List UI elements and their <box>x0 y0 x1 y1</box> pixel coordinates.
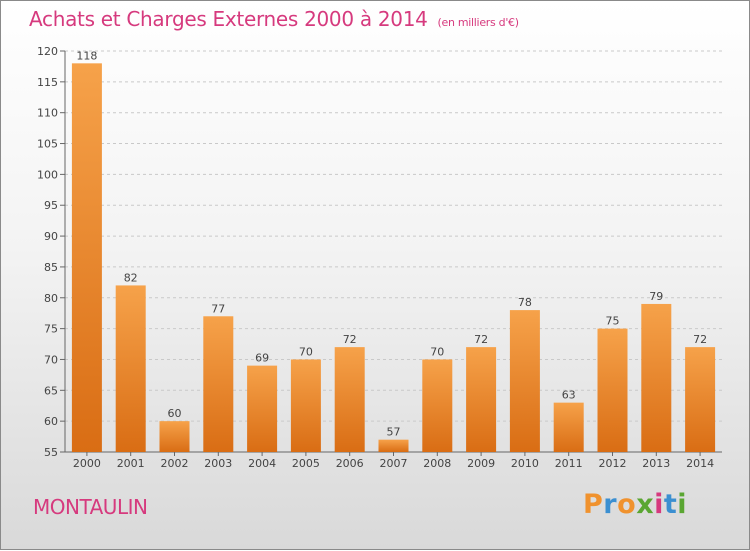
y-tick-label: 90 <box>44 230 58 243</box>
y-tick-label: 105 <box>37 138 58 151</box>
bar-2005 <box>290 359 321 452</box>
bar-2010 <box>509 310 540 452</box>
brand-letter: i <box>654 489 664 520</box>
brand-letter: P <box>583 489 604 520</box>
x-tick-label: 2010 <box>511 457 539 470</box>
y-tick-label: 85 <box>44 261 58 274</box>
title-text: Achats et Charges Externes 2000 à 2014 <box>29 7 428 31</box>
data-label: 79 <box>649 290 663 303</box>
x-tick-label: 2005 <box>292 457 320 470</box>
brand-letter: o <box>617 489 637 520</box>
bar-2004 <box>247 365 278 452</box>
bar-2011 <box>553 402 584 452</box>
x-tick-label: 2001 <box>117 457 145 470</box>
data-label: 70 <box>430 345 444 358</box>
bar-2014 <box>685 347 716 452</box>
brand-letter: x <box>636 489 655 520</box>
x-tick-label: 2007 <box>380 457 408 470</box>
bar-2013 <box>641 303 672 452</box>
x-tick-label: 2008 <box>423 457 451 470</box>
x-tick-label: 2006 <box>336 457 364 470</box>
data-label: 82 <box>124 271 138 284</box>
y-tick-label: 60 <box>44 415 58 428</box>
x-tick-label: 2013 <box>642 457 670 470</box>
data-label: 70 <box>299 345 313 358</box>
data-label: 63 <box>562 389 576 402</box>
data-label: 78 <box>518 296 532 309</box>
data-label: 72 <box>343 333 357 346</box>
y-tick-label: 120 <box>37 45 58 58</box>
bar-2006 <box>334 347 365 452</box>
chart-title: Achats et Charges Externes 2000 à 2014 (e… <box>29 7 519 31</box>
x-tick-label: 2012 <box>599 457 627 470</box>
bar-2008 <box>422 359 453 452</box>
brand-letter: t <box>663 489 678 520</box>
y-tick-label: 80 <box>44 292 58 305</box>
data-label: 57 <box>387 426 401 439</box>
x-tick-label: 2011 <box>555 457 583 470</box>
data-label: 75 <box>606 315 620 328</box>
y-tick-label: 110 <box>37 107 58 120</box>
y-tick-label: 115 <box>37 76 58 89</box>
data-label: 118 <box>76 49 97 62</box>
x-tick-label: 2000 <box>73 457 101 470</box>
x-tick-label: 2003 <box>204 457 232 470</box>
brand-letter: i <box>677 489 688 520</box>
y-tick-label: 65 <box>44 384 58 397</box>
title-unit: (en milliers d'€) <box>437 16 519 29</box>
x-tick-label: 2004 <box>248 457 276 470</box>
y-tick-label: 75 <box>44 323 58 336</box>
data-label: 60 <box>168 407 182 420</box>
bar-2002 <box>159 421 190 452</box>
y-tick-label: 95 <box>44 199 58 212</box>
data-label: 77 <box>211 302 225 315</box>
y-tick-label: 100 <box>37 168 58 181</box>
x-tick-label: 2002 <box>161 457 189 470</box>
data-label: 72 <box>474 333 488 346</box>
x-tick-label: 2009 <box>467 457 495 470</box>
brand-logo: Proxiti <box>583 489 687 520</box>
data-label: 69 <box>255 352 269 365</box>
bar-2009 <box>466 347 497 452</box>
bar-2007 <box>378 439 409 452</box>
bar-2000 <box>71 63 102 452</box>
data-label: 72 <box>693 333 707 346</box>
bar-2001 <box>115 285 146 452</box>
y-tick-label: 55 <box>44 446 58 459</box>
bar-2003 <box>203 316 234 452</box>
brand-letter: r <box>603 489 618 520</box>
bar-2012 <box>597 328 628 452</box>
y-tick-label: 70 <box>44 353 58 366</box>
x-tick-label: 2014 <box>686 457 714 470</box>
place-name: MONTAULIN <box>33 495 148 519</box>
